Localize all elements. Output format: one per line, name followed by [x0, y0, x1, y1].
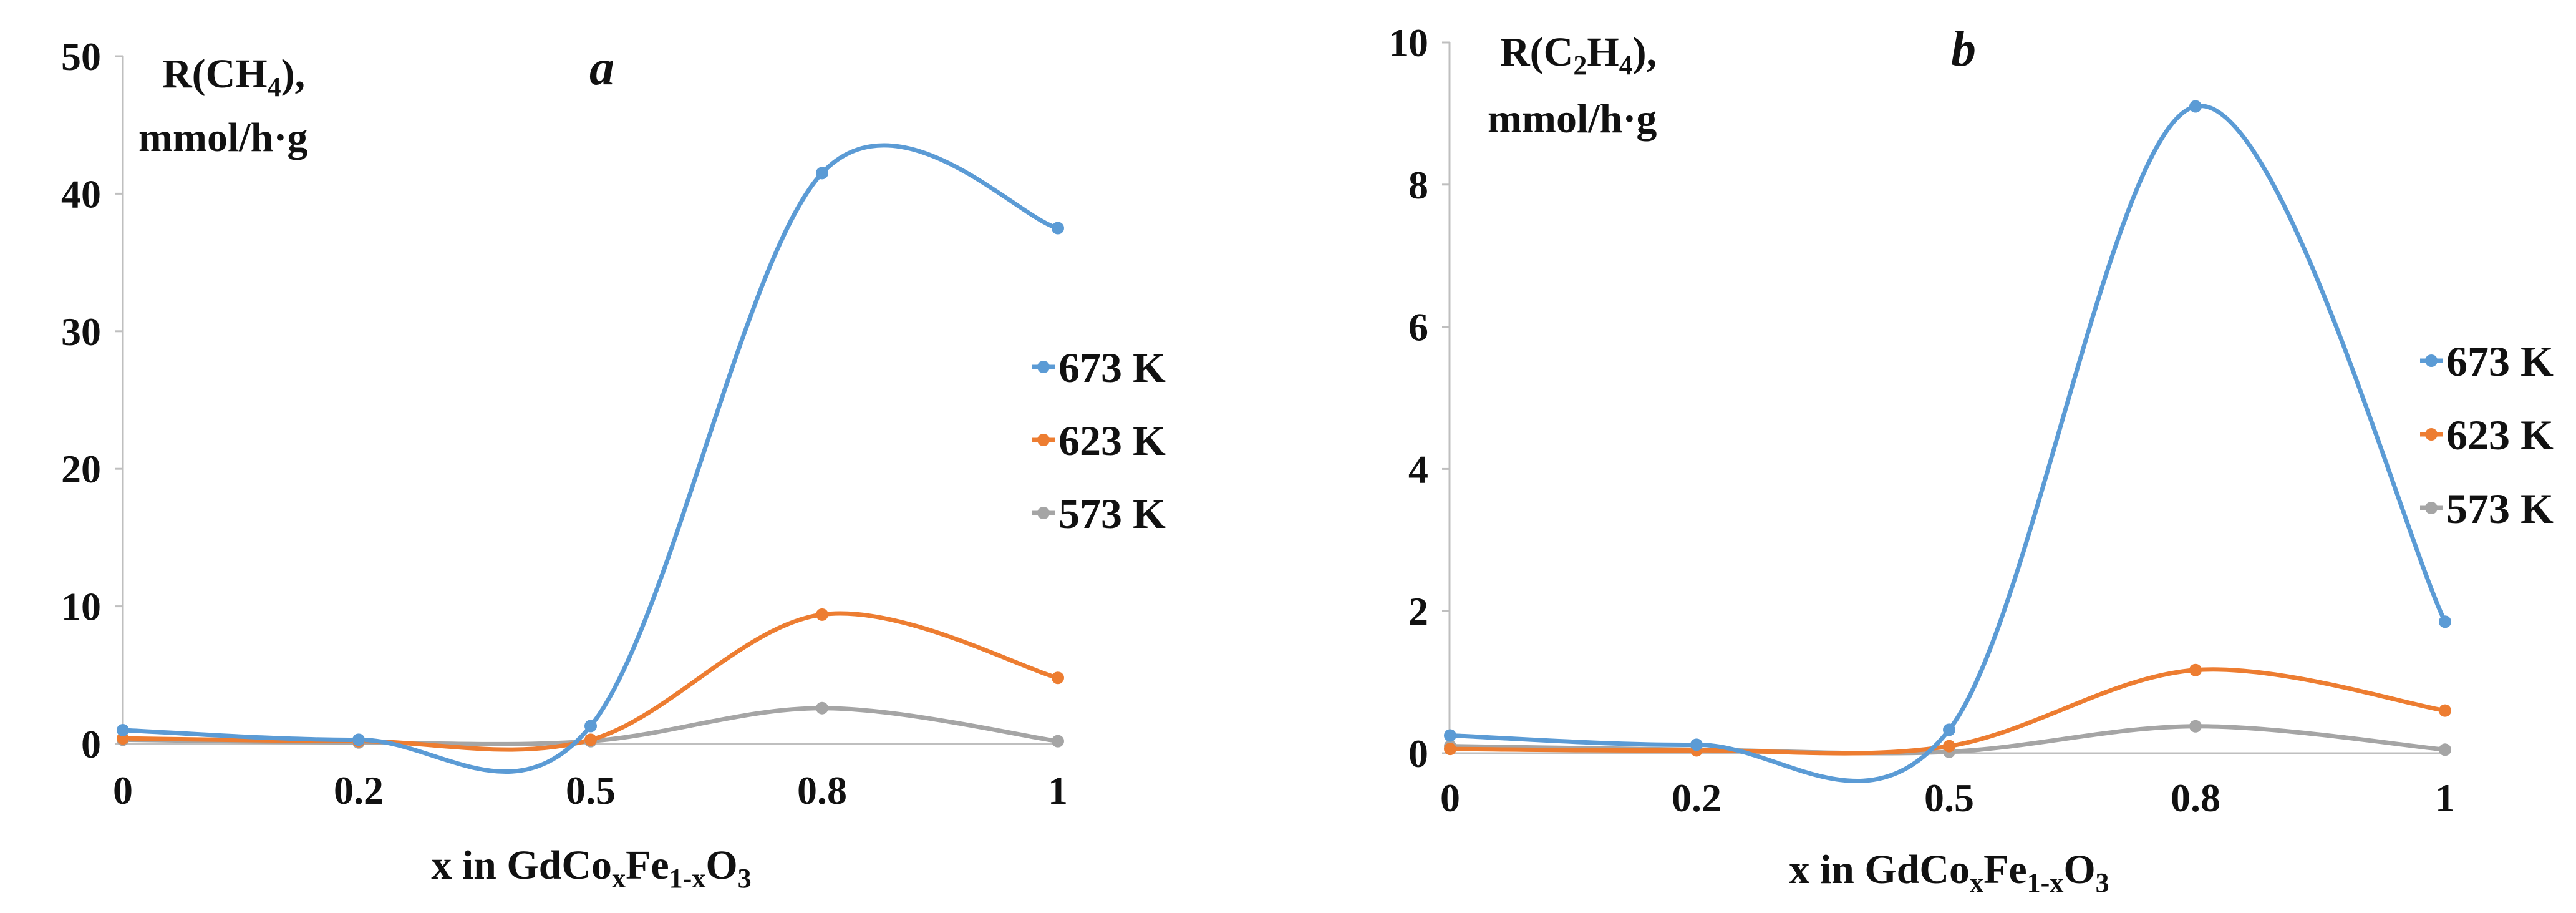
- data-point: [1690, 738, 1703, 751]
- x-tick-label: 0.5: [566, 768, 616, 813]
- y-tick-label: 4: [1408, 447, 1428, 491]
- data-point: [2439, 615, 2451, 628]
- data-point: [584, 733, 597, 746]
- data-point: [2439, 704, 2451, 717]
- legend-label: 623 K: [1058, 417, 1166, 464]
- data-point: [352, 733, 365, 746]
- x-tick-label: 0.5: [1924, 776, 1974, 820]
- data-point: [1943, 723, 1955, 736]
- y-units-b: mmol/h·g: [1488, 96, 1657, 142]
- legend-marker: [2425, 428, 2438, 441]
- y-tick-label: 20: [61, 447, 101, 491]
- x-tick-label: 0.2: [1672, 776, 1721, 820]
- x-tick-label: 0: [1440, 776, 1460, 820]
- y-tick-label: 10: [1388, 21, 1428, 65]
- legend-marker: [1037, 434, 1050, 446]
- data-point: [2189, 720, 2202, 733]
- data-point: [816, 167, 828, 180]
- x-tick-label: 1: [1048, 768, 1068, 813]
- data-point: [1444, 743, 1456, 756]
- data-point: [2189, 100, 2202, 113]
- x-tick-label: 0.2: [334, 768, 384, 813]
- data-point: [1052, 222, 1064, 235]
- y-tick-label: 0: [81, 722, 101, 766]
- legend-label: 573 K: [1058, 490, 1166, 537]
- panel-a: 0 10 20 30 40 50 0 0.2 0.5 0.8 1 R(CH4), mmol/h·g…: [61, 34, 1166, 894]
- y-tick-label: 2: [1408, 589, 1428, 633]
- y-tick-label: 10: [61, 585, 101, 629]
- data-point: [117, 723, 129, 736]
- x-label-a: x in GdCoxFe1-xO3: [431, 842, 751, 894]
- x-tick-label: 0.8: [2171, 776, 2220, 820]
- legend-marker: [1037, 361, 1050, 373]
- y-tick-label: 50: [61, 34, 101, 79]
- legend-marker: [2425, 354, 2438, 367]
- x-label-b: x in GdCoxFe1-xO3: [1789, 847, 2109, 898]
- data-point: [1052, 671, 1064, 685]
- data-point: [1444, 729, 1456, 742]
- x-tick-label: 0.8: [797, 768, 847, 813]
- y-units-a: mmol/h·g: [138, 115, 307, 160]
- data-point: [1052, 735, 1064, 748]
- y-tick-label: 0: [1408, 731, 1428, 776]
- legend-b: 673 K 623 K 573 K: [2420, 338, 2554, 532]
- y-tick-label: 8: [1408, 163, 1428, 207]
- series-line-673k: [120, 143, 1060, 774]
- legend-label: 623 K: [2446, 411, 2554, 459]
- panel-letter-a: a: [589, 41, 614, 95]
- x-tick-label: 0: [113, 768, 133, 813]
- legend-marker: [2425, 502, 2438, 514]
- legend-label: 673 K: [1058, 344, 1166, 391]
- legend-label: 573 K: [2446, 485, 2554, 532]
- data-point: [2189, 663, 2202, 676]
- series-line-673k: [1448, 104, 2448, 783]
- y-label-a: R(CH4),: [162, 51, 305, 102]
- x-tick-label: 1: [2435, 776, 2455, 820]
- data-point: [2439, 743, 2451, 756]
- data-point: [816, 701, 828, 715]
- legend-a: 673 K 623 K 573 K: [1032, 344, 1166, 537]
- data-point: [584, 720, 597, 733]
- data-point: [1943, 740, 1955, 753]
- legend-label: 673 K: [2446, 338, 2554, 385]
- y-label-b: R(C2H4),: [1500, 29, 1657, 81]
- y-tick-label: 30: [61, 310, 101, 354]
- legend-marker: [1037, 507, 1050, 519]
- y-tick-label: 40: [61, 172, 101, 216]
- panel-letter-b: b: [1951, 22, 1976, 77]
- y-tick-label: 6: [1408, 305, 1428, 349]
- data-point: [816, 608, 828, 621]
